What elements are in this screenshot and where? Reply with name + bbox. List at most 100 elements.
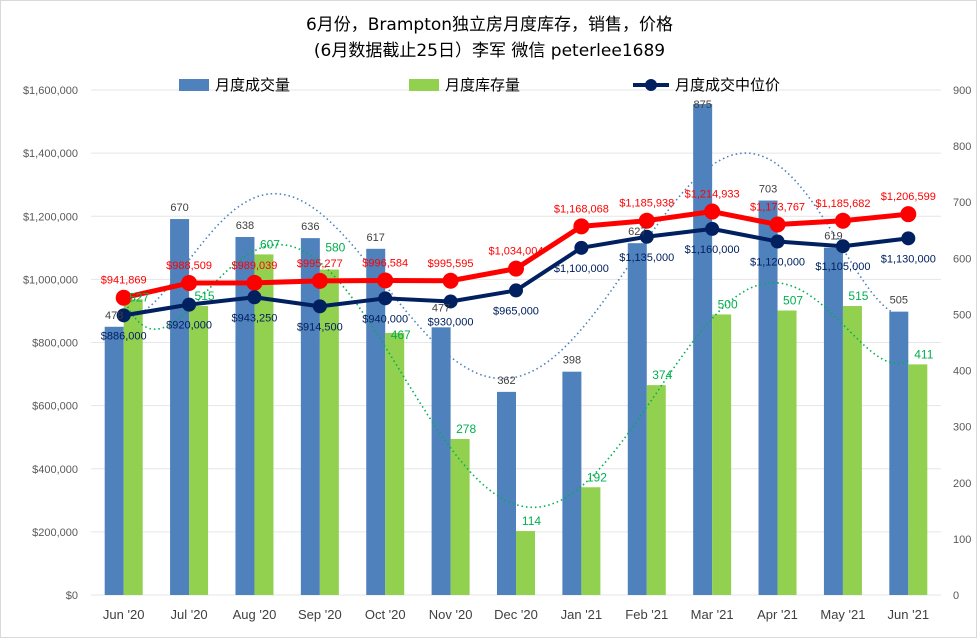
bar-inventory	[254, 254, 274, 595]
bar-sales	[235, 237, 255, 595]
left-axis-tick: $1,000,000	[23, 274, 78, 286]
left-axis-tick: $0	[66, 590, 78, 602]
point-avg-price	[638, 212, 655, 229]
data-label-sales: 398	[563, 355, 581, 367]
data-label-avg-price: $988,509	[166, 260, 212, 272]
x-axis-tick: Jun '21	[888, 607, 930, 622]
bar-inventory	[842, 306, 862, 595]
right-axis-tick: 100	[953, 534, 971, 546]
data-label-inventory: 515	[195, 289, 215, 303]
data-label-median-price: $1,160,000	[685, 244, 740, 256]
bar-inventory	[319, 269, 339, 595]
data-label-avg-price: $1,185,682	[815, 198, 870, 210]
data-label-inventory: 607	[260, 237, 280, 251]
legend-label-inventory: 月度库存量	[445, 77, 520, 94]
data-label-sales: 362	[497, 375, 515, 387]
data-label-median-price: $1,130,000	[881, 253, 936, 265]
data-label-inventory: 192	[587, 470, 607, 484]
legend-swatch-sales	[179, 79, 209, 91]
bar-sales	[823, 247, 843, 595]
data-label-avg-price: $1,168,068	[554, 203, 609, 215]
left-axis-tick: $1,400,000	[23, 148, 78, 160]
bar-sales	[693, 104, 713, 596]
legend-swatch-median-marker	[645, 79, 657, 91]
bar-inventory	[385, 332, 405, 595]
right-axis-tick: 200	[953, 478, 971, 490]
bar-sales	[366, 248, 386, 596]
bar-inventory	[712, 314, 732, 595]
data-label-avg-price: $1,206,599	[881, 191, 936, 203]
point-median-price	[182, 297, 197, 312]
legend-label-median-price: 月度成交中位价	[675, 76, 780, 94]
left-axis-tick: $800,000	[32, 338, 78, 350]
x-axis-tick: Jul '20	[170, 607, 207, 622]
x-axis-tick: Aug '20	[233, 607, 277, 622]
legend-swatch-inventory	[409, 79, 439, 91]
right-axis-tick: 800	[953, 141, 971, 153]
point-avg-price	[442, 272, 459, 289]
bar-sales	[627, 243, 647, 595]
point-avg-price	[246, 274, 263, 291]
point-avg-price	[115, 289, 132, 306]
point-avg-price	[508, 260, 524, 277]
bar-inventory	[777, 310, 797, 595]
point-avg-price	[900, 206, 917, 223]
bar-inventory	[581, 487, 601, 595]
data-label-avg-price: $1,034,004	[488, 246, 543, 258]
trendline-inventory	[122, 243, 909, 509]
data-label-median-price: $914,500	[297, 321, 343, 333]
data-label-inventory: 374	[652, 368, 672, 382]
left-axis-tick: $400,000	[32, 464, 78, 476]
point-median-price	[378, 291, 393, 306]
point-avg-price	[181, 275, 198, 292]
point-median-price	[312, 299, 327, 314]
bar-sales	[562, 371, 582, 595]
bar-sales	[497, 391, 516, 595]
right-axis-tick: 0	[953, 590, 959, 602]
right-axis-tick: 600	[953, 253, 971, 265]
data-label-avg-price: $941,869	[101, 275, 147, 287]
point-median-price	[639, 229, 654, 244]
data-label-inventory: 515	[848, 289, 868, 303]
data-label-avg-price: $995,277	[297, 258, 343, 270]
data-label-inventory: 527	[129, 290, 149, 304]
data-label-median-price: $930,000	[428, 316, 474, 328]
data-label-median-price: $940,000	[362, 313, 408, 325]
data-label-median-price: $1,100,000	[554, 263, 609, 275]
point-avg-price	[311, 272, 328, 289]
point-median-price	[509, 283, 523, 298]
data-label-median-price: $920,000	[166, 320, 212, 332]
data-label-inventory: 278	[456, 422, 476, 436]
x-axis-tick: Mar '21	[691, 607, 734, 622]
data-label-sales: 619	[824, 231, 842, 243]
legend-label-sales: 月度成交量	[215, 76, 290, 94]
bar-sales	[170, 219, 190, 596]
x-axis-tick: Jan '21	[561, 607, 603, 622]
bar-inventory	[516, 531, 535, 595]
data-label-median-price: $1,135,000	[619, 252, 674, 264]
data-label-median-price: $965,000	[493, 305, 539, 317]
data-label-sales: 636	[301, 221, 319, 233]
point-avg-price	[704, 203, 721, 220]
data-label-inventory: 411	[914, 347, 933, 361]
bar-sales	[758, 200, 778, 596]
x-axis-tick: Sep '20	[298, 607, 342, 622]
data-label-median-price: $886,000	[101, 330, 147, 342]
data-label-sales: 670	[170, 202, 188, 214]
point-median-price	[901, 231, 916, 246]
chart-subtitle: (6月数据截止25日）李军 微信 peterlee1689	[313, 41, 666, 61]
data-label-median-price: $1,120,000	[750, 257, 805, 269]
left-axis-tick: $200,000	[32, 527, 78, 539]
x-axis-tick: Feb '21	[625, 607, 668, 622]
data-label-sales: 703	[759, 184, 777, 196]
point-median-price	[705, 221, 720, 236]
bar-sales	[300, 238, 320, 595]
bar-inventory	[908, 364, 928, 595]
data-label-median-price: $1,105,000	[815, 261, 870, 273]
x-axis-tick: Apr '21	[757, 607, 798, 622]
x-axis-tick: Oct '20	[365, 607, 406, 622]
x-axis-tick: Jun '20	[103, 607, 145, 622]
data-label-inventory: 500	[718, 297, 738, 311]
point-avg-price	[769, 216, 786, 233]
